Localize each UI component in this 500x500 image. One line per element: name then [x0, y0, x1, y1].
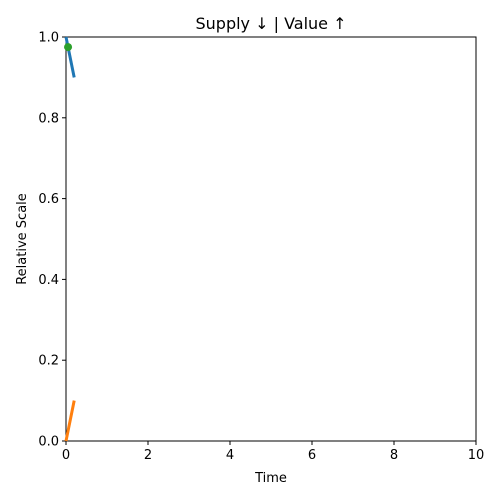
- y-tick-label: 0.0: [38, 435, 59, 450]
- x-tick-label: 10: [468, 448, 485, 463]
- x-axis: 0 2 4 6 8 10: [62, 441, 484, 463]
- y-tick-label: 0.8: [38, 111, 59, 126]
- series-line-1: [64, 400, 76, 442]
- series-layer: [64, 36, 76, 442]
- y-tick-label: 0.2: [38, 354, 59, 369]
- y-tick-label: 0.4: [38, 273, 59, 288]
- scatter-point-0: [64, 43, 73, 52]
- chart-title: Supply ↓ | Value ↑: [195, 14, 346, 33]
- y-tick-label: 1.0: [38, 31, 59, 46]
- x-tick-label: 2: [144, 448, 152, 463]
- x-tick-label: 0: [62, 448, 70, 463]
- series-line-0: [64, 36, 76, 78]
- y-axis-label: Relative Scale: [15, 193, 30, 285]
- x-tick-label: 8: [390, 448, 398, 463]
- x-axis-label: Time: [254, 471, 287, 486]
- x-tick-label: 6: [308, 448, 316, 463]
- y-tick-label: 0.6: [38, 192, 59, 207]
- plot-frame: [65, 36, 477, 442]
- y-axis: 0.0 0.2 0.4 0.6 0.8 1.0: [38, 31, 66, 450]
- plot-area: [65, 36, 477, 442]
- x-tick-label: 4: [226, 448, 234, 463]
